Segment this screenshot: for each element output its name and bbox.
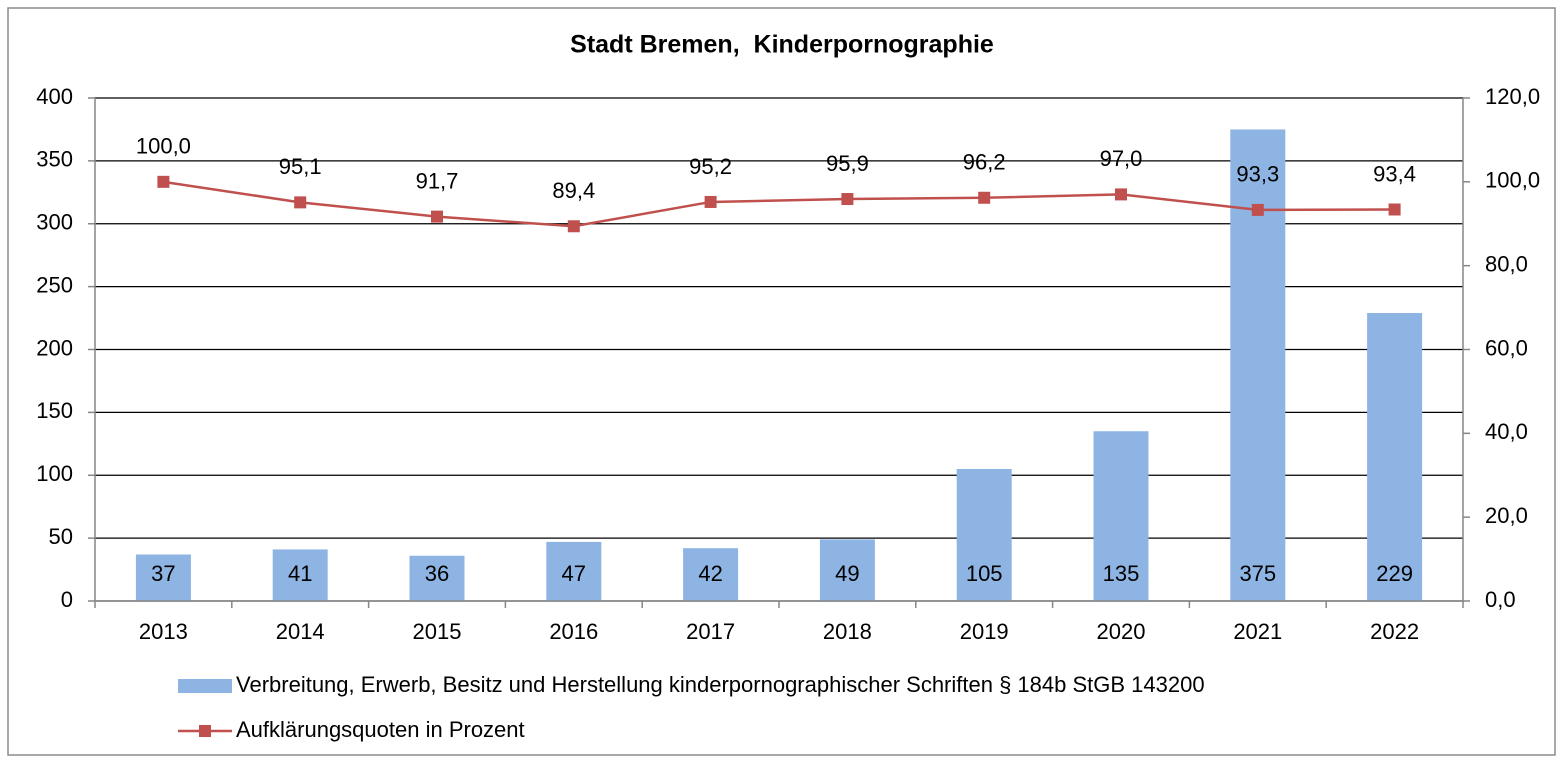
legend-label: Aufklärungsquoten in Prozent	[236, 717, 525, 742]
y-tick-label: 50	[49, 524, 73, 549]
line-marker	[704, 195, 717, 208]
bar-value-label: 49	[835, 561, 859, 586]
x-tick-label: 2019	[960, 619, 1009, 644]
line-value-label: 97,0	[1100, 146, 1143, 171]
bar	[819, 539, 875, 601]
bar	[409, 555, 465, 601]
y-tick-label: 400	[36, 84, 73, 109]
bar	[1093, 431, 1149, 601]
y2-tick-label: 40,0	[1485, 419, 1528, 444]
y-tick-label: 250	[36, 272, 73, 297]
line-value-label: 95,1	[279, 154, 322, 179]
bar-value-label: 47	[562, 561, 586, 586]
bar	[1230, 129, 1286, 601]
bar	[683, 548, 739, 601]
line	[163, 180, 1395, 228]
line-marker	[841, 193, 854, 206]
bar	[1367, 313, 1423, 601]
x-tick-label: 2016	[549, 619, 598, 644]
bar-value-label: 42	[698, 561, 722, 586]
bar-value-label: 36	[425, 561, 449, 586]
bar-value-label: 41	[288, 561, 312, 586]
x-tick-label: 2020	[1097, 619, 1146, 644]
bar	[135, 554, 191, 601]
x-tick-label: 2018	[823, 619, 872, 644]
y-tick-label: 0	[61, 587, 73, 612]
x-tick-label: 2021	[1233, 619, 1282, 644]
line-value-label: 89,4	[552, 178, 595, 203]
legend-swatch	[199, 725, 211, 737]
line-marker	[1115, 188, 1127, 201]
legend-label: Verbreitung, Erwerb, Besitz und Herstell…	[236, 672, 1205, 697]
x-tick-label: 2017	[686, 619, 735, 644]
line-marker	[1388, 203, 1401, 216]
y-tick-label: 150	[36, 398, 73, 423]
bar-value-label: 229	[1376, 561, 1413, 586]
line-value-label: 95,2	[689, 154, 732, 179]
y2-tick-label: 80,0	[1485, 251, 1528, 276]
y2-tick-label: 120,0	[1485, 84, 1540, 109]
x-tick-label: 2022	[1370, 619, 1419, 644]
y-tick-label: 100	[36, 461, 73, 486]
x-tick-label: 2015	[413, 619, 462, 644]
y2-tick-label: 0,0	[1485, 587, 1516, 612]
y2-tick-label: 100,0	[1485, 168, 1540, 193]
bar	[546, 541, 602, 601]
y-tick-label: 350	[36, 147, 73, 172]
x-tick-label: 2013	[139, 619, 188, 644]
bar-value-label: 375	[1239, 561, 1276, 586]
line-value-label: 95,9	[826, 151, 869, 176]
bar	[272, 549, 328, 601]
y2-tick-label: 60,0	[1485, 335, 1528, 360]
line-marker	[431, 210, 443, 223]
line-marker	[294, 196, 307, 209]
y-tick-label: 300	[36, 210, 73, 235]
line-value-label: 96,2	[963, 150, 1006, 175]
line-marker	[157, 175, 170, 188]
line-value-label: 93,3	[1236, 162, 1279, 187]
x-tick-label: 2014	[276, 619, 325, 644]
chart-title: Stadt Bremen, Kinderpornographie	[570, 31, 994, 59]
line-value-label: 91,7	[416, 168, 459, 193]
line-marker	[567, 220, 580, 233]
bar-value-label: 135	[1103, 561, 1140, 586]
line-value-label: 93,4	[1373, 161, 1416, 186]
bar-value-label: 37	[151, 561, 175, 586]
line-value-label: 100,0	[136, 134, 191, 159]
bar-value-label: 105	[966, 561, 1003, 586]
chart-border	[7, 7, 1556, 756]
bar	[956, 468, 1012, 601]
y-tick-label: 200	[36, 335, 73, 360]
line-marker	[978, 191, 991, 204]
line-marker	[1251, 203, 1264, 216]
legend-swatch	[178, 679, 232, 693]
y2-tick-label: 20,0	[1485, 503, 1528, 528]
